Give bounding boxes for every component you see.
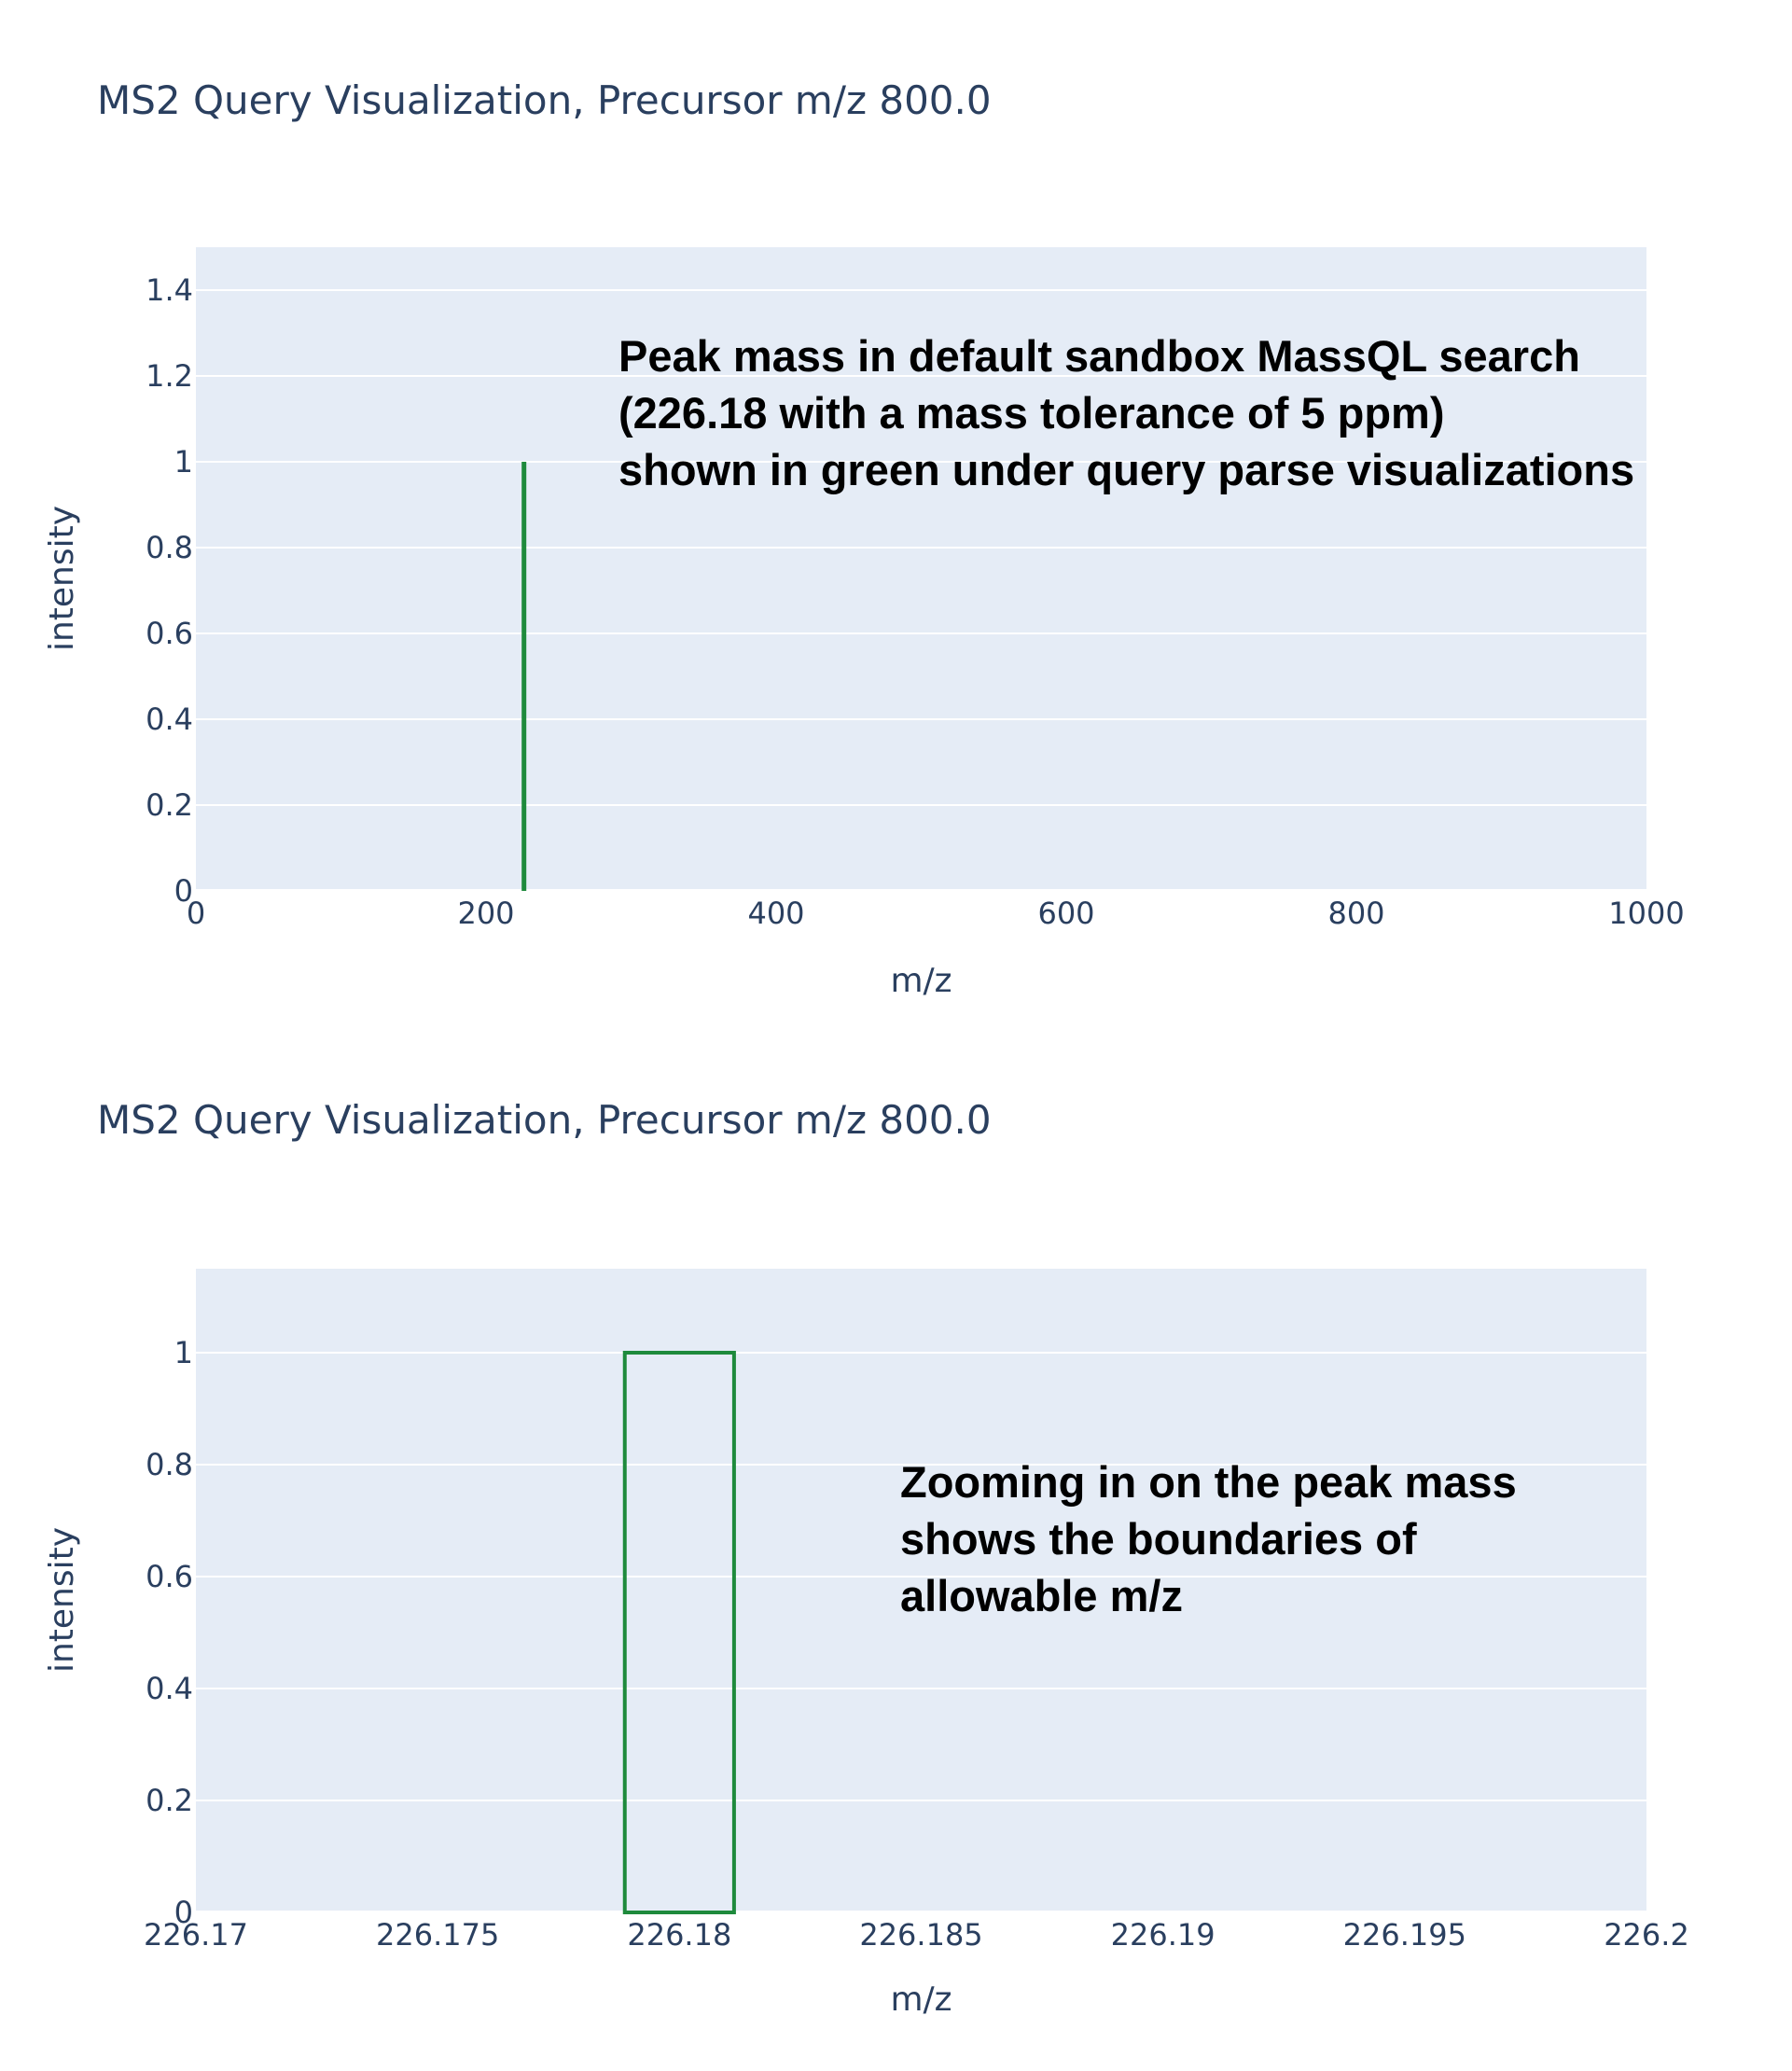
y-tick-label: 0.8 bbox=[146, 1447, 193, 1482]
x-tick-label: 200 bbox=[457, 896, 514, 931]
x-axis-title: m/z bbox=[890, 1981, 952, 2019]
y-tick-label: 0.2 bbox=[146, 787, 193, 823]
y-tick-label: 0.8 bbox=[146, 530, 193, 565]
x-tick-label: 800 bbox=[1327, 896, 1384, 931]
annotation-line: Zooming in on the peak mass bbox=[900, 1457, 1517, 1507]
plot-area bbox=[196, 247, 1646, 891]
x-tick-label: 1000 bbox=[1608, 896, 1684, 931]
y-axis-title: intensity bbox=[43, 506, 81, 651]
peak-mark bbox=[622, 1351, 736, 1914]
y-tick-label: 0.4 bbox=[146, 1671, 193, 1706]
x-tick-label: 0 bbox=[187, 896, 205, 931]
x-tick-label: 600 bbox=[1037, 896, 1094, 931]
annotation-line: allowable m/z bbox=[900, 1571, 1183, 1620]
x-tick-label: 400 bbox=[747, 896, 804, 931]
y-tick-label: 0 bbox=[174, 1895, 193, 1930]
x-tick-label: 226.17 bbox=[144, 1917, 248, 1953]
y-tick-label: 1 bbox=[174, 444, 193, 480]
y-tick-label: 0.6 bbox=[146, 616, 193, 651]
y-tick-label: 1.2 bbox=[146, 358, 193, 394]
chart-overview: MS2 Query Visualization, Precursor m/z 8… bbox=[43, 77, 1685, 1000]
y-tick-label: 1 bbox=[174, 1335, 193, 1370]
y-axis-title: intensity bbox=[43, 1527, 81, 1673]
x-tick-label: 226.195 bbox=[1343, 1917, 1466, 1953]
x-tick-label: 226.175 bbox=[376, 1917, 499, 1953]
y-tick-label: 0 bbox=[174, 873, 193, 909]
plot-area bbox=[196, 1269, 1646, 1912]
x-tick-label: 226.19 bbox=[1111, 1917, 1216, 1953]
annotation-line: (226.18 with a mass tolerance of 5 ppm) bbox=[618, 388, 1444, 438]
x-axis-title: m/z bbox=[890, 962, 952, 1000]
chart-title: MS2 Query Visualization, Precursor m/z 8… bbox=[97, 1097, 992, 1143]
x-tick-label: 226.2 bbox=[1604, 1917, 1689, 1953]
annotation-line: shows the boundaries of bbox=[900, 1514, 1417, 1564]
x-tick-label: 226.185 bbox=[859, 1917, 982, 1953]
annotation-line: shown in green under query parse visuali… bbox=[618, 445, 1634, 494]
chart-zoomed: MS2 Query Visualization, Precursor m/z 8… bbox=[43, 1097, 1689, 2019]
y-tick-label: 0.6 bbox=[146, 1559, 193, 1594]
chart-title: MS2 Query Visualization, Precursor m/z 8… bbox=[97, 77, 992, 123]
x-tick-label: 226.18 bbox=[627, 1917, 731, 1953]
y-tick-label: 1.4 bbox=[146, 272, 193, 308]
y-tick-label: 0.2 bbox=[146, 1783, 193, 1818]
annotation-line: Peak mass in default sandbox MassQL sear… bbox=[618, 331, 1580, 381]
y-tick-label: 0.4 bbox=[146, 702, 193, 737]
